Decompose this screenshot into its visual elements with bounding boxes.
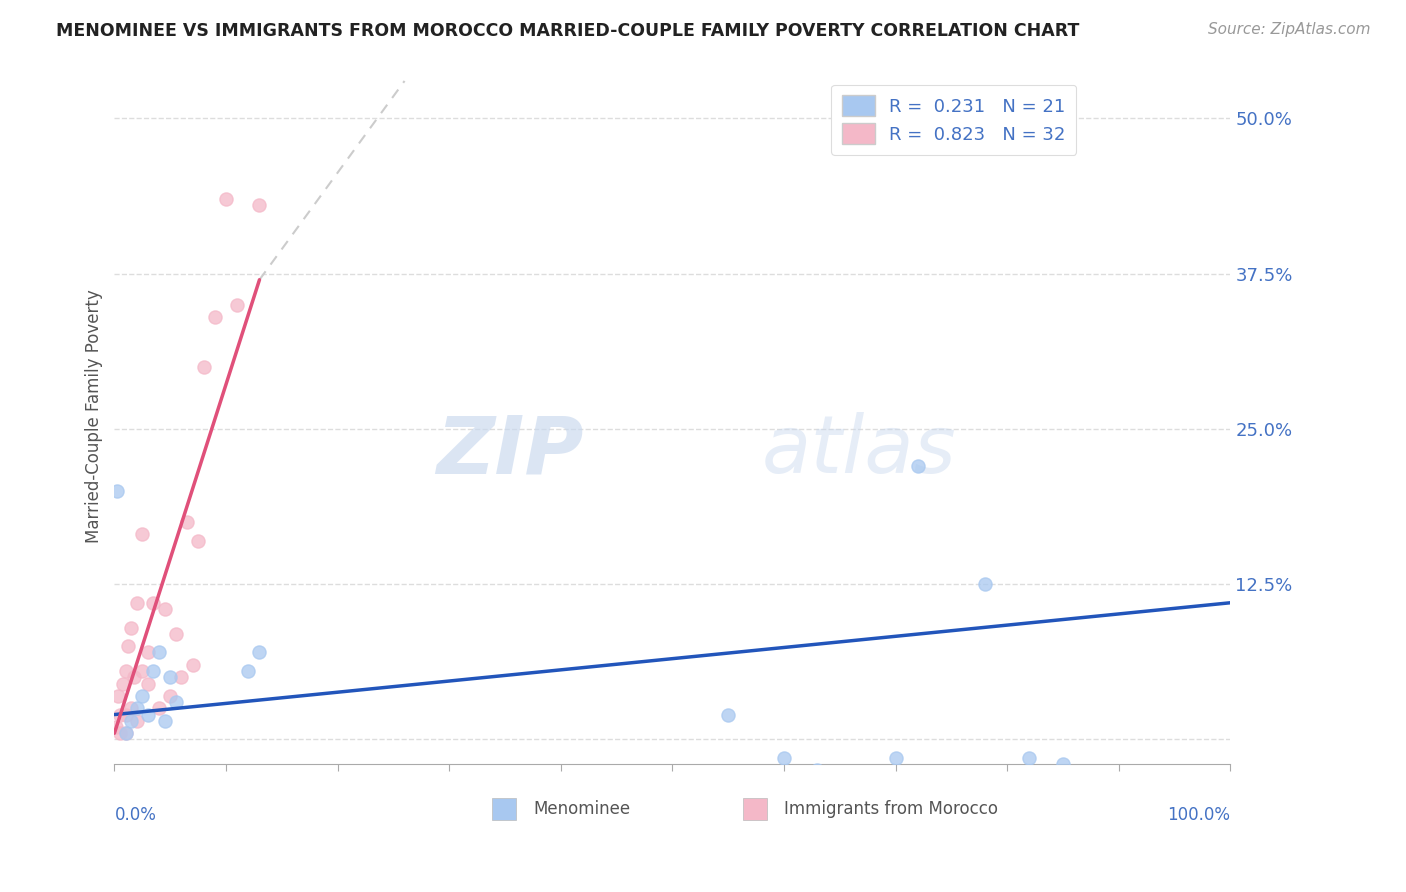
Point [120, 714, 142, 728]
Text: 100.0%: 100.0% [1167, 806, 1230, 824]
Point [153, 602, 176, 616]
Point [114, 726, 136, 740]
Point [108, 707, 131, 722]
Point [1018, 751, 1040, 765]
Point [973, 577, 995, 591]
Point [165, 627, 187, 641]
Text: 0.0%: 0.0% [114, 806, 156, 824]
Point [136, 645, 159, 659]
Point [717, 707, 740, 722]
Point [142, 596, 165, 610]
Point [148, 701, 170, 715]
Point [884, 751, 907, 765]
Point [114, 707, 136, 722]
Point [114, 726, 136, 740]
Text: Menominee: Menominee [533, 800, 630, 818]
Point [104, 720, 127, 734]
Legend: R =  0.231   N = 21, R =  0.823   N = 32: R = 0.231 N = 21, R = 0.823 N = 32 [831, 85, 1076, 155]
Point [107, 689, 129, 703]
Point [131, 689, 153, 703]
Point [125, 596, 148, 610]
Point [907, 459, 929, 474]
Text: atlas: atlas [762, 412, 956, 491]
Point [125, 701, 148, 715]
Text: MENOMINEE VS IMMIGRANTS FROM MOROCCO MARRIED-COUPLE FAMILY POVERTY CORRELATION C: MENOMINEE VS IMMIGRANTS FROM MOROCCO MAR… [56, 22, 1080, 40]
Point [249, 645, 271, 659]
Point [165, 695, 187, 709]
Point [112, 676, 135, 690]
Point [176, 515, 198, 529]
Text: ZIP: ZIP [436, 412, 583, 491]
Point [108, 726, 131, 740]
Text: Immigrants from Morocco: Immigrants from Morocco [785, 800, 998, 818]
Point [131, 664, 153, 678]
Point [120, 621, 142, 635]
Point [131, 527, 153, 541]
Point [193, 359, 215, 374]
Point [125, 714, 148, 728]
Point [773, 751, 796, 765]
Point [159, 689, 181, 703]
Point [187, 533, 209, 548]
FancyBboxPatch shape [492, 797, 516, 820]
Point [249, 198, 271, 212]
Point [142, 664, 165, 678]
Point [153, 714, 176, 728]
Point [136, 707, 159, 722]
Point [120, 701, 142, 715]
FancyBboxPatch shape [742, 797, 768, 820]
Point [148, 645, 170, 659]
Point [105, 483, 128, 498]
Point [215, 192, 238, 206]
Point [204, 310, 226, 324]
Point [226, 297, 249, 311]
Point [114, 664, 136, 678]
Text: Source: ZipAtlas.com: Source: ZipAtlas.com [1208, 22, 1371, 37]
Point [117, 639, 139, 653]
Point [238, 664, 260, 678]
Point [170, 670, 193, 684]
Point [806, 764, 828, 778]
Point [1052, 757, 1074, 772]
Point [159, 670, 181, 684]
Point [136, 676, 159, 690]
Point [124, 670, 146, 684]
Point [181, 657, 204, 672]
Y-axis label: Married-Couple Family Poverty: Married-Couple Family Poverty [86, 290, 103, 543]
